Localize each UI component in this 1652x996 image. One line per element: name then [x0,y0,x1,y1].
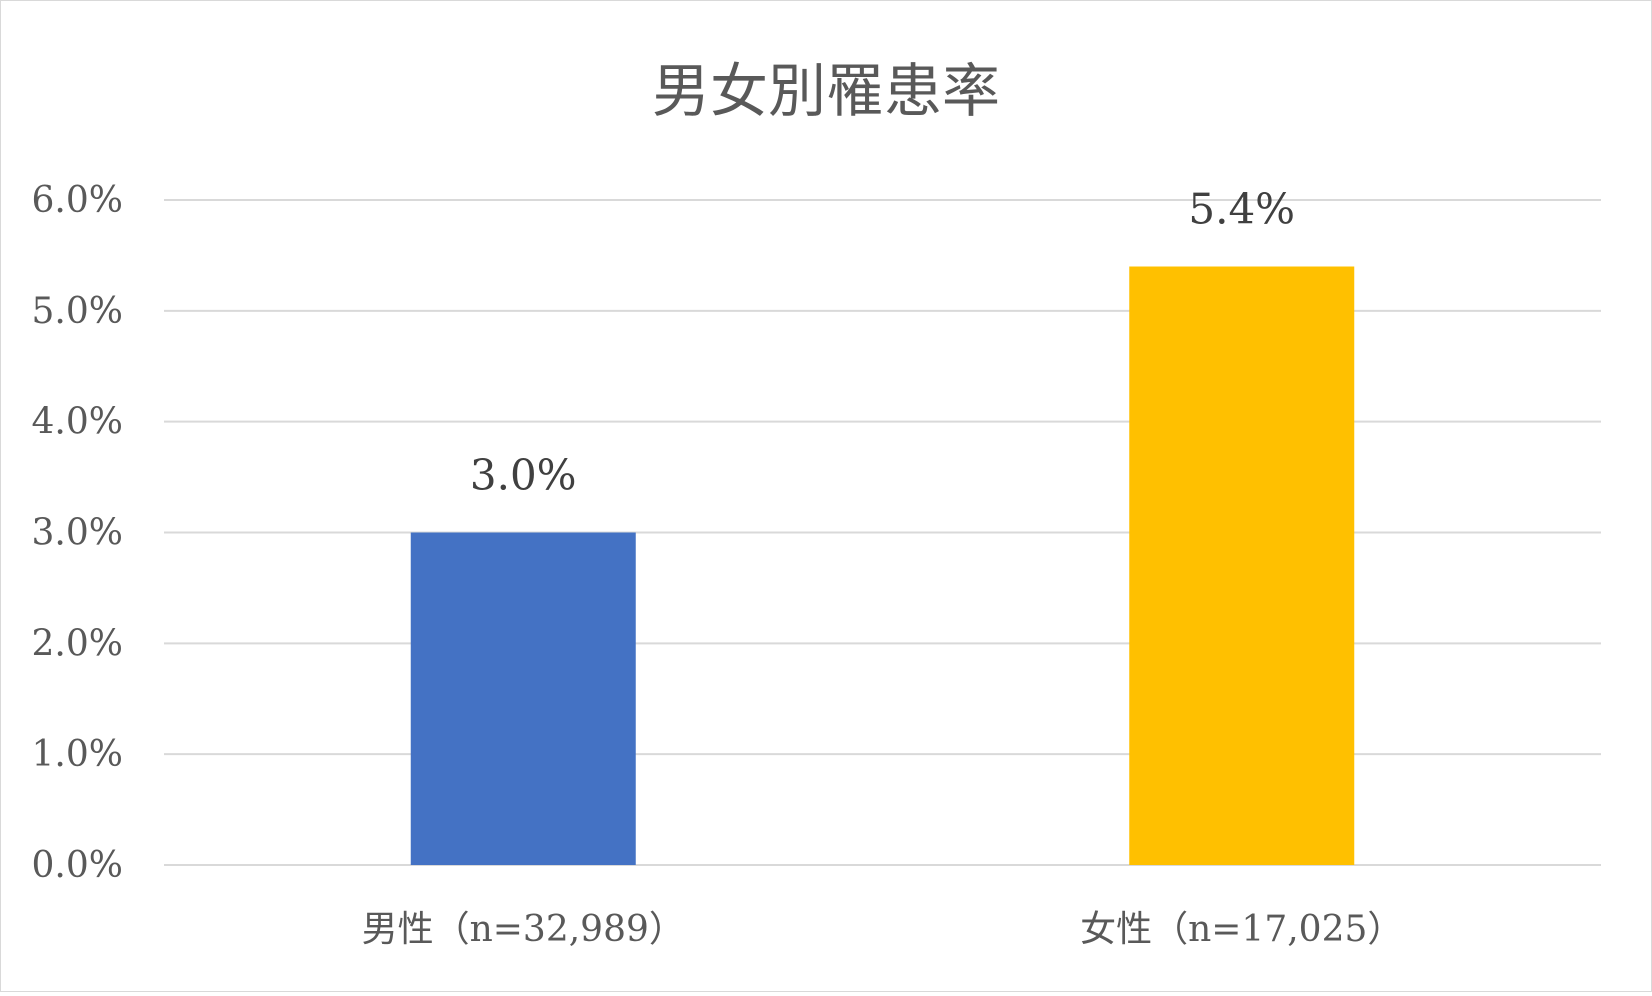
y-tick-label: 2.0% [32,623,123,664]
x-axis-category-labels: 男性（n=32,989） 女性（n=17,025） [362,909,1404,950]
bar-1 [410,532,636,865]
x-category-label: 男性（n=32,989） [362,909,685,950]
data-label: 3.0% [470,451,577,500]
bar-2 [1129,266,1355,865]
data-label: 5.4% [1188,185,1295,234]
y-tick-label: 3.0% [32,513,123,554]
bars [410,266,1355,865]
y-axis-tick-labels: 0.0% 1.0% 2.0% 3.0% 4.0% 5.0% 6.0% [32,180,123,886]
y-tick-label: 6.0% [32,180,123,221]
x-category-label: 女性（n=17,025） [1080,909,1403,950]
y-tick-label: 5.0% [32,291,123,332]
chart-title: 男女別罹患率 [652,57,1000,125]
y-tick-label: 4.0% [32,402,123,443]
y-tick-label: 0.0% [32,845,123,886]
gridlines [164,199,1601,866]
y-tick-label: 1.0% [32,734,123,775]
data-labels: 3.0% 5.4% [470,185,1295,500]
